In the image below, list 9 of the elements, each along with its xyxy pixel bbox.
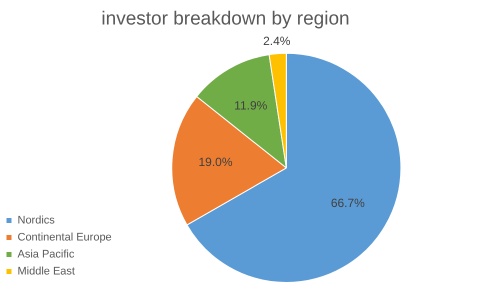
data-label: 19.0% [198, 154, 233, 169]
legend-label: Continental Europe [18, 232, 112, 244]
legend-label: Nordics [18, 214, 56, 227]
chart-title: investor breakdown by region [101, 8, 350, 30]
data-label: 11.9% [234, 98, 268, 113]
legend-label: Asia Pacific [18, 248, 75, 261]
data-label: 2.4% [263, 34, 291, 48]
data-label: 66.7% [330, 196, 366, 210]
legend-label: Middle East [18, 266, 75, 278]
